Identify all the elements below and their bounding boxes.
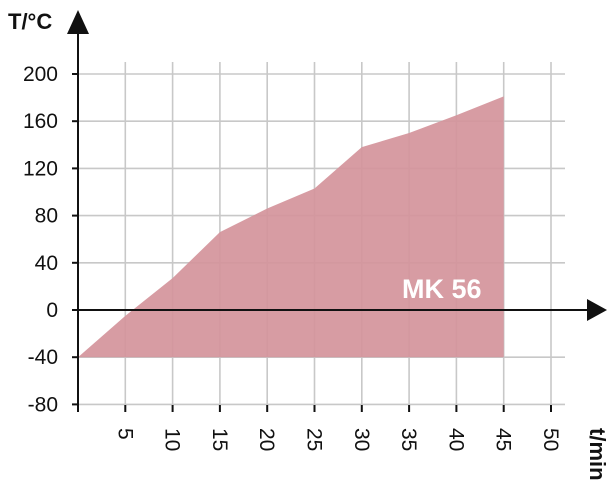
x-tick-label: 15 (208, 428, 231, 451)
x-tick-label: 20 (255, 428, 278, 451)
x-tick-label: 5 (113, 428, 136, 440)
x-tick-label: 25 (303, 428, 326, 451)
y-tick-label: -80 (28, 393, 58, 416)
y-tick-label: 40 (35, 252, 58, 275)
x-axis-label: t/min (585, 428, 607, 481)
x-tick-labels: 5 10 15 20 25 30 35 40 45 50 (113, 428, 562, 451)
y-tick-label: 120 (23, 157, 58, 180)
y-tick-labels: 200 160 120 80 40 0 -40 -80 (23, 63, 58, 416)
y-axis-arrow-icon (67, 10, 89, 34)
y-axis-label: T/°C (8, 9, 52, 34)
x-tick-label: 10 (161, 428, 184, 451)
series-label: MK 56 (402, 274, 482, 304)
y-tick-label: 200 (23, 63, 58, 86)
x-tick-label: 50 (539, 428, 562, 451)
x-tick-label: 45 (492, 428, 515, 451)
x-tick-label: 30 (350, 428, 373, 451)
x-tick-label: 40 (444, 428, 467, 451)
ticks (72, 73, 552, 412)
y-tick-label: 0 (46, 299, 58, 322)
axes (67, 10, 607, 412)
y-tick-label: 80 (35, 205, 58, 228)
x-axis-arrow-icon (587, 299, 607, 321)
x-tick-label: 35 (397, 428, 420, 451)
y-tick-label: -40 (28, 346, 58, 369)
series-area (78, 96, 504, 358)
y-tick-label: 160 (23, 110, 58, 133)
